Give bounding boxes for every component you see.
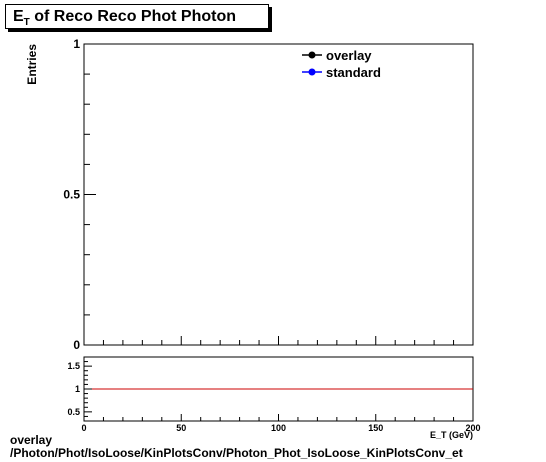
legend-label-overlay: overlay bbox=[326, 48, 372, 63]
legend-label-standard: standard bbox=[326, 65, 381, 80]
footer-line-2: /Photon/Phot/IsoLoose/KinPlotsConv/Photo… bbox=[10, 446, 463, 460]
main-y-tick-label: 1 bbox=[73, 37, 80, 51]
chart-title-box: ET of Reco Reco Phot Photon bbox=[5, 4, 269, 29]
ratio-x-tick-label: 0 bbox=[81, 423, 86, 433]
main-y-tick-label: 0 bbox=[73, 338, 80, 352]
ratio-x-tick-label: 200 bbox=[465, 423, 480, 433]
ratio-y-tick-label: 1 bbox=[75, 384, 80, 394]
main-y-axis-label: Entries bbox=[25, 44, 39, 85]
legend-marker-overlay bbox=[308, 51, 316, 59]
footer-line-1: overlay bbox=[10, 433, 53, 447]
ratio-y-tick-label: 1.5 bbox=[67, 361, 80, 371]
chart-title: ET of Reco Reco Phot Photon bbox=[13, 8, 236, 29]
ratio-x-axis-label: E_T (GeV) bbox=[430, 430, 473, 440]
ratio-x-tick-label: 100 bbox=[271, 423, 286, 433]
main-plot-frame bbox=[83, 43, 474, 346]
footer-path: overlay /Photon/Phot/IsoLoose/KinPlotsCo… bbox=[10, 434, 463, 460]
ratio-x-tick-label: 150 bbox=[368, 423, 383, 433]
legend-marker-standard bbox=[308, 68, 316, 76]
ratio-x-tick-label: 50 bbox=[176, 423, 186, 433]
main-y-tick-label: 0.5 bbox=[63, 188, 80, 202]
ratio-y-tick-label: 0.5 bbox=[67, 407, 80, 417]
